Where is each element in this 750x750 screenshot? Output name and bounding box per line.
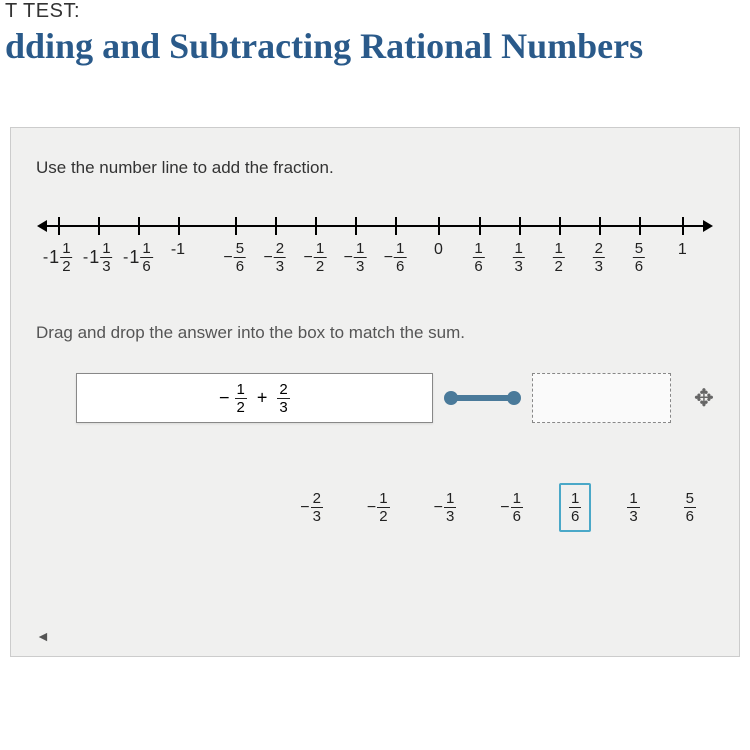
tick-label: −16 <box>384 241 407 274</box>
expression-box: − 12 + 23 <box>76 373 433 423</box>
answer-option[interactable]: −13 <box>426 483 465 532</box>
tick-label: -116 <box>123 241 153 274</box>
instruction-2: Drag and drop the answer into the box to… <box>36 323 714 343</box>
tick-label: −12 <box>304 241 327 274</box>
back-arrow-icon[interactable]: ◄ <box>36 630 50 646</box>
tick-mark <box>138 217 140 235</box>
axis-line <box>41 225 709 227</box>
move-icon[interactable]: ✥ <box>694 384 714 413</box>
tick-mark <box>275 217 277 235</box>
tick-label: -113 <box>83 241 113 274</box>
tick-label: -1 <box>171 241 185 259</box>
tick-mark <box>58 217 60 235</box>
tick-mark <box>682 217 684 235</box>
tick-mark <box>599 217 601 235</box>
answer-option[interactable]: 56 <box>676 483 704 532</box>
tick-label: 0 <box>434 241 443 259</box>
test-label: T TEST: <box>5 0 750 23</box>
connector-icon <box>448 395 517 401</box>
tick-label: 12 <box>553 241 565 274</box>
tick-label: −23 <box>263 241 286 274</box>
answer-drop-zone[interactable] <box>532 373 671 423</box>
tick-mark <box>355 217 357 235</box>
arrow-right-icon <box>703 220 713 232</box>
answer-option[interactable]: 16 <box>559 483 591 532</box>
tick-mark <box>98 217 100 235</box>
tick-label: 23 <box>593 241 605 274</box>
tick-mark <box>639 217 641 235</box>
tick-label: -112 <box>43 241 73 274</box>
tick-mark <box>559 217 561 235</box>
tick-label: 1 <box>678 241 687 259</box>
answer-option[interactable]: −12 <box>359 483 398 532</box>
tick-mark <box>395 217 397 235</box>
question-panel: Use the number line to add the fraction.… <box>10 127 740 657</box>
tick-mark <box>315 217 317 235</box>
tick-label: −56 <box>223 241 246 274</box>
tick-label: 13 <box>512 241 524 274</box>
instruction-1: Use the number line to add the fraction. <box>36 158 714 178</box>
number-line: -112 -113 -116 -1 −56 −23 −12 −13 −16 0 16 13 12 23 56… <box>41 213 709 293</box>
tick-label: 56 <box>633 241 645 274</box>
answer-option[interactable]: 13 <box>619 483 647 532</box>
answer-option[interactable]: −16 <box>492 483 531 532</box>
header: T TEST: dding and Subtracting Rational N… <box>0 0 750 67</box>
tick-mark <box>178 217 180 235</box>
options-row: −23 −12 −13 −16 16 13 56 <box>36 483 714 532</box>
expression-content: − 12 + 23 <box>219 382 290 415</box>
page-title: dding and Subtracting Rational Numbers <box>5 25 750 67</box>
tick-label: 16 <box>472 241 484 274</box>
answer-option[interactable]: −23 <box>292 483 331 532</box>
tick-mark <box>519 217 521 235</box>
tick-label: −13 <box>344 241 367 274</box>
page-container: T TEST: dding and Subtracting Rational N… <box>0 0 750 750</box>
drag-row: − 12 + 23 ✥ <box>76 373 714 423</box>
tick-mark <box>479 217 481 235</box>
tick-mark <box>438 217 440 235</box>
tick-mark <box>235 217 237 235</box>
